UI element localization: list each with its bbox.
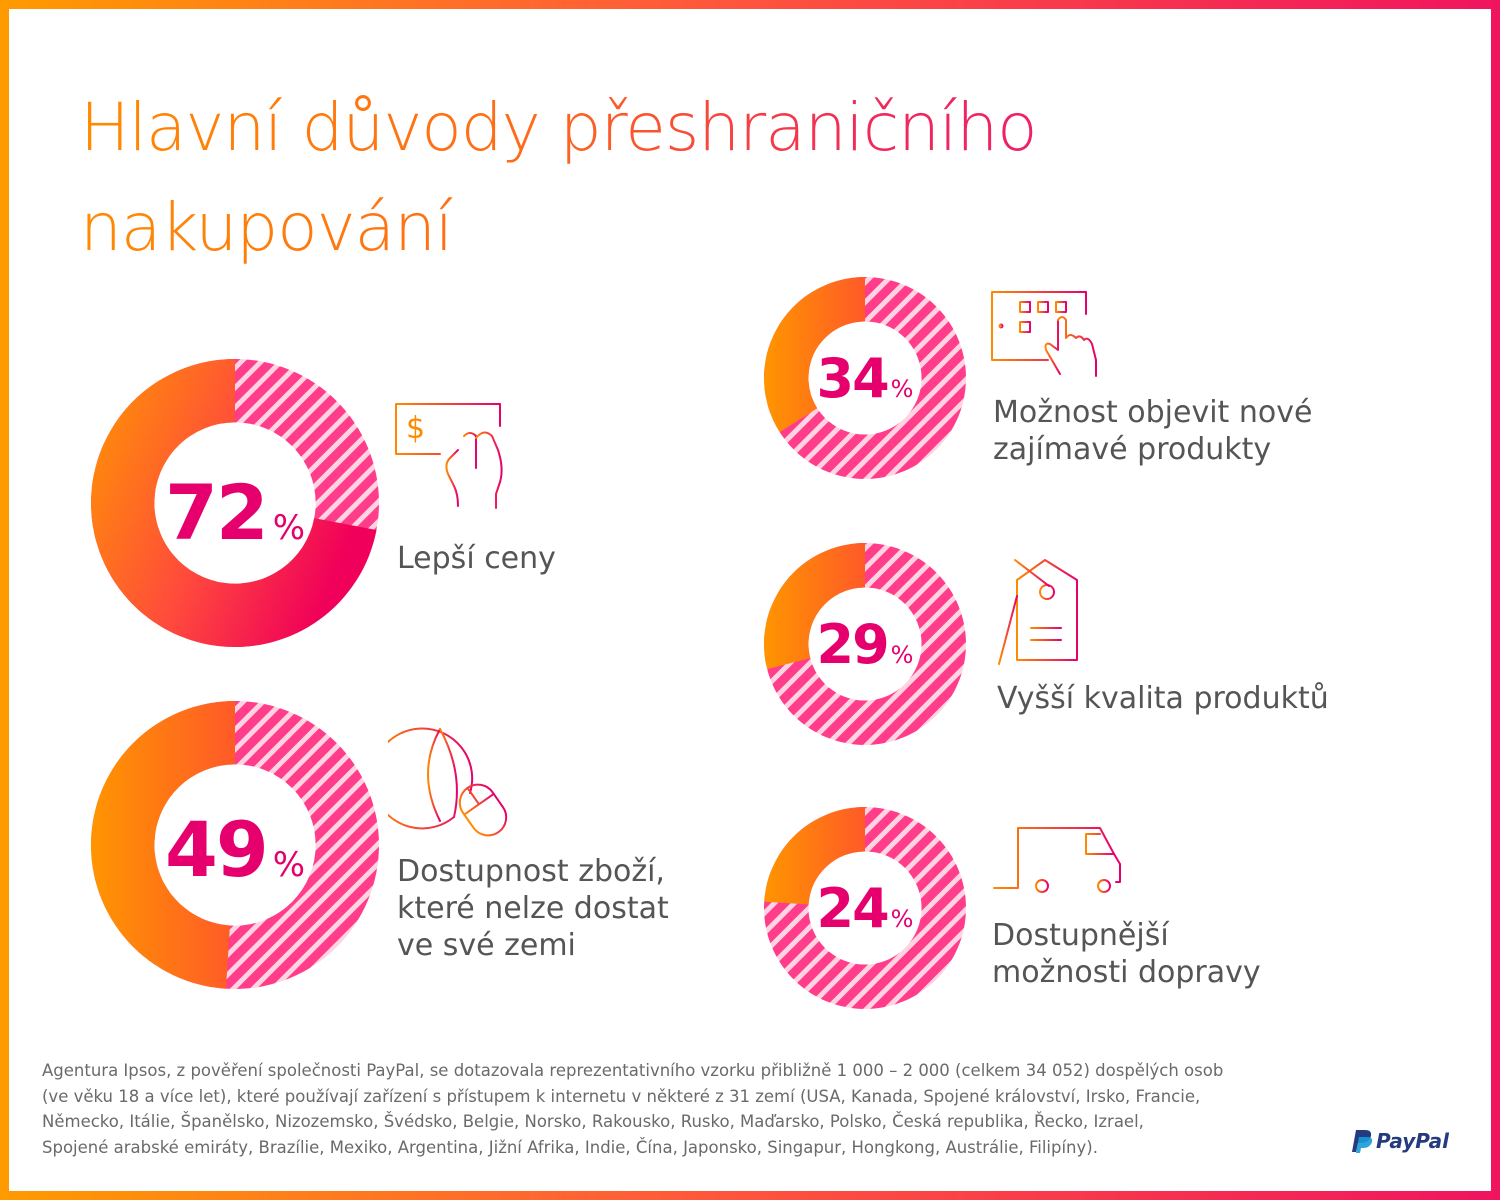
percent-sign: % — [890, 905, 914, 933]
donut-chart-doprava — [764, 807, 966, 1009]
label-lepsi-ceny: Lepší ceny — [397, 540, 556, 577]
donut-chart-dostupnost-zbozi — [90, 701, 379, 989]
label-line: Lepší ceny — [397, 541, 556, 576]
donut-value-arc — [90, 701, 235, 989]
percent-number: 29 — [816, 613, 890, 676]
donut-value-arc — [764, 807, 865, 905]
percent-value: 49 % — [110, 805, 360, 894]
label-line: které nelze dostat — [397, 891, 669, 926]
paypal-wordmark: PayPal — [1376, 1129, 1450, 1153]
label-line: Dostupnost zboží, — [397, 854, 665, 889]
donut-chart-vyssi-kvalita — [763, 543, 966, 745]
globe-mouse-icon — [388, 727, 508, 837]
percent-sign: % — [272, 845, 306, 885]
donut-value-arc — [763, 277, 865, 433]
percent-value: 34 % — [788, 347, 942, 410]
label-nove-produkty: Možnost objevit nové zajímavé produkty — [993, 394, 1312, 468]
percent-number: 72 — [164, 468, 269, 557]
label-line: zajímavé produkty — [993, 432, 1272, 467]
percent-number: 49 — [164, 805, 269, 894]
percent-sign: % — [890, 641, 914, 669]
donut-chart-lepsi-ceny — [91, 359, 379, 647]
percent-value: 24 % — [788, 877, 942, 940]
percent-number: 24 — [816, 877, 890, 940]
svg-text:$: $ — [406, 411, 425, 446]
page-title: Hlavní důvody přeshraničního nakupování — [80, 78, 1380, 278]
delivery-van-icon — [993, 827, 1131, 893]
label-dostupnost: Dostupnost zboží, které nelze dostat ve … — [397, 853, 669, 964]
tablet-touch-icon — [991, 291, 1097, 377]
label-line: Vyšší kvalita produktů — [997, 681, 1329, 716]
paypal-logo-icon — [1352, 1130, 1372, 1153]
footnote: Agentura Ipsos, z pověření společnosti P… — [42, 1058, 1282, 1160]
title-part-3: nakupování — [80, 189, 453, 266]
label-line: ve své zemi — [397, 928, 576, 963]
price-tag-icon — [998, 559, 1078, 665]
footnote-line: Spojené arabské emiráty, Brazílie, Mexik… — [42, 1137, 1098, 1157]
title-part-2: přeshraničního — [559, 89, 1037, 166]
percent-value: 29 % — [788, 613, 942, 676]
footnote-line: Agentura Ipsos, z pověření společnosti P… — [42, 1061, 1224, 1080]
title-part-1: Hlavní důvody — [80, 89, 540, 166]
label-line: Možnost objevit nové — [993, 395, 1313, 430]
percent-value: 72 % — [110, 468, 360, 557]
paypal-logo: PayPal — [1348, 1128, 1449, 1154]
donut-value-arc — [763, 543, 865, 670]
footnote-line: (ve věku 18 a více let), které používají… — [42, 1086, 1201, 1106]
label-vyssi-kvalita: Vyšší kvalita produktů — [997, 680, 1329, 717]
percent-sign: % — [890, 375, 914, 403]
label-line: možnosti dopravy — [992, 955, 1261, 990]
footnote-line: Německo, Itálie, Španělsko, Nizozemsko, … — [42, 1112, 1144, 1131]
donut-chart-nove-produkty — [763, 277, 966, 479]
cash-hand-icon: $ — [395, 403, 503, 509]
label-line: Dostupnější — [992, 918, 1169, 953]
percent-number: 34 — [816, 347, 890, 410]
donut-value-arc — [91, 359, 377, 647]
percent-sign: % — [272, 508, 306, 548]
label-doprava: Dostupnější možnosti dopravy — [992, 917, 1261, 991]
